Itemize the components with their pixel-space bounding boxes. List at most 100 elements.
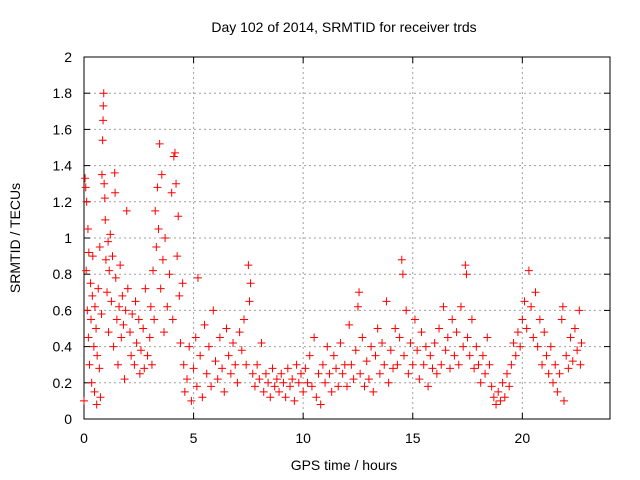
data-point <box>86 279 95 288</box>
x-axis-label: GPS time / hours <box>291 457 398 473</box>
x-tick-label: 5 <box>190 430 198 446</box>
data-point <box>154 224 163 233</box>
data-point <box>96 393 105 402</box>
data-point <box>355 288 364 297</box>
data-point <box>498 378 507 387</box>
x-tick-label: 0 <box>80 430 88 446</box>
data-point <box>183 375 192 384</box>
data-point <box>165 270 174 279</box>
data-point <box>481 369 490 378</box>
data-point <box>157 170 166 179</box>
data-point <box>485 360 494 369</box>
data-point <box>127 351 136 360</box>
data-point <box>200 320 209 329</box>
data-point <box>235 328 244 337</box>
data-point <box>500 393 509 402</box>
data-point <box>459 342 468 351</box>
x-tick-label: 10 <box>295 430 311 446</box>
data-point <box>150 315 159 324</box>
data-point <box>397 255 406 264</box>
data-point <box>104 237 113 246</box>
data-point <box>231 360 240 369</box>
data-point <box>191 333 200 342</box>
data-point <box>101 215 110 224</box>
data-point <box>264 378 273 387</box>
y-tick-label: 1 <box>64 230 72 246</box>
data-point <box>520 297 529 306</box>
data-point <box>112 315 121 324</box>
data-point <box>492 400 501 409</box>
data-point <box>454 360 463 369</box>
data-point <box>84 333 93 342</box>
data-point <box>95 243 104 252</box>
data-point <box>134 315 143 324</box>
data-point <box>448 315 457 324</box>
data-point <box>178 279 187 288</box>
data-point <box>367 342 376 351</box>
data-point <box>570 324 579 333</box>
data-point <box>557 315 566 324</box>
data-point <box>465 351 474 360</box>
data-point <box>511 351 520 360</box>
data-point <box>435 324 444 333</box>
data-point <box>456 302 465 311</box>
data-point <box>404 369 413 378</box>
data-point <box>518 315 527 324</box>
data-point <box>104 328 113 337</box>
data-point <box>531 288 540 297</box>
data-point <box>155 139 164 148</box>
data-point <box>441 346 450 355</box>
data-point <box>575 306 584 315</box>
data-point <box>97 170 106 179</box>
data-point <box>233 378 242 387</box>
data-point <box>139 324 148 333</box>
data-point <box>462 270 471 279</box>
data-point <box>391 324 400 333</box>
data-point <box>90 302 99 311</box>
data-point <box>443 333 452 342</box>
data-point <box>345 320 354 329</box>
data-point <box>559 396 568 405</box>
data-point <box>185 342 194 351</box>
data-point <box>384 378 393 387</box>
data-point <box>204 342 213 351</box>
y-tick-label: 0 <box>64 411 72 427</box>
data-point <box>105 266 114 275</box>
data-point <box>321 378 330 387</box>
data-point <box>99 101 108 110</box>
data-point <box>296 369 305 378</box>
data-point <box>432 369 441 378</box>
data-point <box>505 382 514 391</box>
data-point <box>90 387 99 396</box>
data-point <box>109 342 118 351</box>
data-point <box>279 378 288 387</box>
y-tick-label: 2 <box>64 49 72 65</box>
data-point <box>307 382 316 391</box>
data-point <box>540 328 549 337</box>
data-point <box>176 338 185 347</box>
data-point <box>421 342 430 351</box>
data-point <box>167 188 176 197</box>
data-point <box>281 393 290 402</box>
data-point <box>83 306 92 315</box>
data-point <box>406 338 415 347</box>
data-point <box>81 174 90 183</box>
data-point <box>168 315 177 324</box>
data-point <box>522 324 531 333</box>
data-point <box>92 400 101 409</box>
data-point <box>413 346 422 355</box>
data-point <box>270 382 279 391</box>
data-point <box>211 357 220 366</box>
data-point <box>187 396 196 405</box>
data-point <box>107 297 116 306</box>
data-point <box>305 351 314 360</box>
data-point <box>99 89 108 98</box>
data-point <box>450 351 459 360</box>
y-tick-label: 0.8 <box>53 266 73 282</box>
data-point <box>393 360 402 369</box>
data-point <box>140 364 149 373</box>
data-point <box>430 338 439 347</box>
data-point <box>94 284 103 293</box>
